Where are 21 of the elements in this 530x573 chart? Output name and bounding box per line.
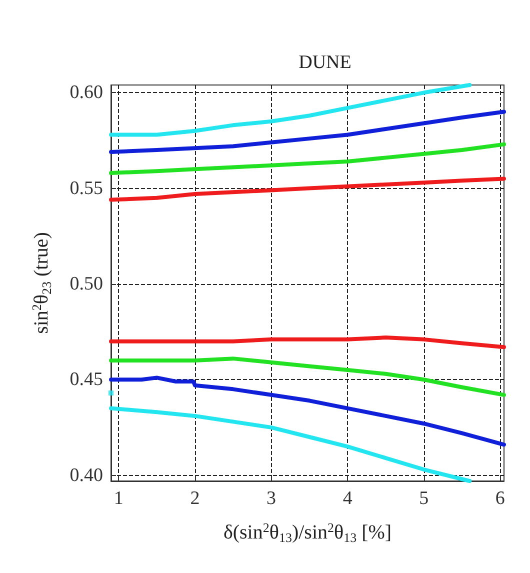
line-series bbox=[109, 336, 506, 350]
y-tick-label: 0.45 bbox=[70, 369, 103, 390]
y-tick-label: 0.40 bbox=[70, 464, 103, 486]
line-series bbox=[109, 376, 506, 447]
line-series bbox=[109, 110, 506, 154]
x-tick-label: 3 bbox=[266, 488, 276, 509]
line-series bbox=[109, 176, 506, 202]
x-tick-label: 5 bbox=[419, 488, 429, 509]
x-tick-label: 4 bbox=[342, 488, 353, 509]
line-series bbox=[109, 406, 472, 483]
y-axis-title: sin2θ23 (true) bbox=[29, 232, 54, 334]
x-tick-label: 1 bbox=[114, 488, 124, 509]
line-series bbox=[109, 142, 506, 175]
chart-title: DUNE bbox=[298, 52, 352, 73]
y-tick-label: 0.55 bbox=[70, 178, 103, 199]
y-tick-label: 0.50 bbox=[70, 273, 103, 294]
x-tick-label: 2 bbox=[190, 488, 200, 509]
x-tick-label: 6 bbox=[495, 488, 505, 509]
y-tick-label: 0.60 bbox=[70, 82, 103, 104]
line-series bbox=[109, 356, 506, 397]
line-series bbox=[109, 83, 472, 137]
